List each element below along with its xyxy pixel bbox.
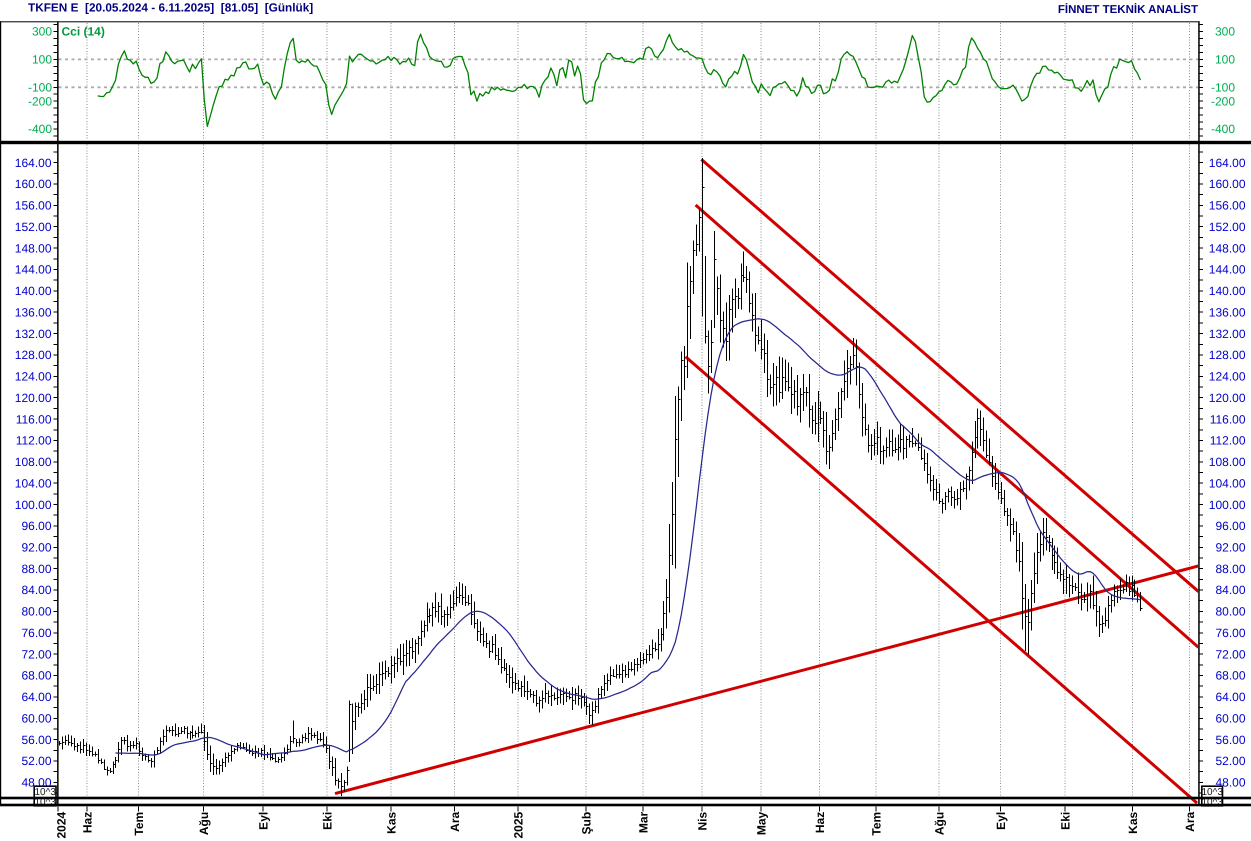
svg-text:100: 100: [32, 53, 52, 67]
svg-text:-200: -200: [28, 94, 52, 108]
svg-text:TKFEN E [20.05.2024 - 6.11.20: TKFEN E [20.05.2024 - 6.11.2025] [81.05]…: [28, 1, 313, 15]
svg-text:128.00: 128.00: [15, 348, 52, 362]
svg-text:76.00: 76.00: [1215, 626, 1245, 640]
svg-text:10^3: 10^3: [1202, 797, 1224, 808]
svg-text:116.00: 116.00: [16, 412, 52, 426]
svg-text:128.00: 128.00: [1209, 348, 1246, 362]
svg-text:48.00: 48.00: [1215, 776, 1245, 790]
svg-text:80.00: 80.00: [1215, 605, 1245, 619]
svg-text:72.00: 72.00: [21, 647, 51, 661]
svg-text:120.00: 120.00: [15, 391, 52, 405]
svg-text:Haz: Haz: [813, 812, 827, 833]
svg-text:Kas: Kas: [385, 811, 399, 833]
svg-text:-400: -400: [1211, 122, 1235, 136]
svg-text:64.00: 64.00: [21, 690, 51, 704]
svg-text:Haz: Haz: [81, 812, 95, 833]
svg-text:112.00: 112.00: [1210, 434, 1246, 448]
svg-text:108.00: 108.00: [1209, 455, 1246, 469]
svg-text:108.00: 108.00: [15, 455, 52, 469]
svg-text:Eyl: Eyl: [994, 812, 1008, 830]
svg-text:2024: 2024: [55, 811, 69, 838]
svg-text:120.00: 120.00: [1209, 391, 1246, 405]
svg-text:84.00: 84.00: [21, 583, 51, 597]
svg-text:Cci (14): Cci (14): [62, 25, 105, 39]
svg-text:164.00: 164.00: [1209, 156, 1246, 170]
svg-text:148.00: 148.00: [15, 241, 52, 255]
svg-text:124.00: 124.00: [1209, 370, 1246, 384]
svg-text:100.00: 100.00: [15, 498, 52, 512]
svg-text:164.00: 164.00: [15, 156, 52, 170]
svg-text:Tem: Tem: [870, 812, 884, 836]
svg-text:-200: -200: [1211, 94, 1235, 108]
svg-text:104.00: 104.00: [15, 476, 52, 490]
svg-text:76.00: 76.00: [21, 626, 51, 640]
svg-text:100: 100: [1215, 53, 1235, 67]
svg-text:104.00: 104.00: [1209, 476, 1246, 490]
svg-text:80.00: 80.00: [21, 605, 51, 619]
svg-text:52.00: 52.00: [21, 754, 51, 768]
svg-text:2025: 2025: [512, 811, 526, 838]
svg-text:10^3: 10^3: [1202, 787, 1224, 798]
svg-text:100.00: 100.00: [1209, 498, 1246, 512]
svg-text:112.00: 112.00: [16, 434, 52, 448]
svg-text:144.00: 144.00: [1209, 263, 1246, 277]
svg-text:-100: -100: [1211, 81, 1235, 95]
svg-text:Ağu: Ağu: [933, 812, 947, 835]
svg-text:124.00: 124.00: [15, 370, 52, 384]
svg-text:92.00: 92.00: [21, 541, 51, 555]
svg-text:Eki: Eki: [1059, 812, 1073, 830]
svg-text:156.00: 156.00: [15, 199, 52, 213]
svg-text:96.00: 96.00: [1215, 519, 1245, 533]
svg-text:Kas: Kas: [1126, 811, 1140, 833]
svg-text:Mar: Mar: [637, 811, 651, 833]
svg-text:300: 300: [32, 25, 52, 39]
svg-text:148.00: 148.00: [1209, 241, 1246, 255]
svg-text:152.00: 152.00: [1209, 220, 1246, 234]
svg-text:Eyl: Eyl: [257, 812, 271, 830]
svg-text:132.00: 132.00: [15, 327, 52, 341]
svg-text:136.00: 136.00: [1209, 305, 1246, 319]
svg-text:72.00: 72.00: [1215, 647, 1245, 661]
svg-text:52.00: 52.00: [1215, 754, 1245, 768]
svg-text:10^3: 10^3: [35, 797, 57, 808]
svg-text:60.00: 60.00: [1215, 712, 1245, 726]
svg-text:Ara: Ara: [448, 811, 462, 831]
svg-text:116.00: 116.00: [1210, 412, 1246, 426]
svg-text:96.00: 96.00: [21, 519, 51, 533]
svg-text:88.00: 88.00: [21, 562, 51, 576]
svg-text:132.00: 132.00: [1209, 327, 1246, 341]
svg-text:152.00: 152.00: [15, 220, 52, 234]
svg-text:Ara: Ara: [1183, 811, 1197, 831]
svg-text:May: May: [755, 811, 769, 835]
svg-text:140.00: 140.00: [1209, 284, 1246, 298]
svg-text:FİNNET TEKNİK ANALİST: FİNNET TEKNİK ANALİST: [1058, 3, 1198, 16]
svg-text:300: 300: [1215, 25, 1235, 39]
svg-text:136.00: 136.00: [15, 305, 52, 319]
svg-text:156.00: 156.00: [1209, 199, 1246, 213]
svg-text:88.00: 88.00: [1215, 562, 1245, 576]
svg-text:160.00: 160.00: [15, 177, 52, 191]
svg-text:68.00: 68.00: [1215, 669, 1245, 683]
svg-text:68.00: 68.00: [21, 669, 51, 683]
svg-text:92.00: 92.00: [1215, 541, 1245, 555]
svg-text:140.00: 140.00: [15, 284, 52, 298]
svg-text:10^3: 10^3: [35, 787, 57, 798]
svg-text:56.00: 56.00: [1215, 733, 1245, 747]
svg-text:-400: -400: [28, 122, 52, 136]
svg-text:64.00: 64.00: [1215, 690, 1245, 704]
svg-text:Eki: Eki: [321, 812, 335, 830]
svg-text:Ağu: Ağu: [197, 812, 211, 835]
svg-text:Şub: Şub: [580, 812, 594, 835]
svg-text:Tem: Tem: [132, 812, 146, 836]
svg-text:48.00: 48.00: [21, 776, 51, 790]
svg-text:144.00: 144.00: [15, 263, 52, 277]
svg-text:56.00: 56.00: [21, 733, 51, 747]
svg-text:-100: -100: [28, 81, 52, 95]
svg-text:60.00: 60.00: [21, 712, 51, 726]
svg-text:160.00: 160.00: [1209, 177, 1246, 191]
svg-text:Nis: Nis: [696, 811, 710, 830]
svg-text:84.00: 84.00: [1215, 583, 1245, 597]
